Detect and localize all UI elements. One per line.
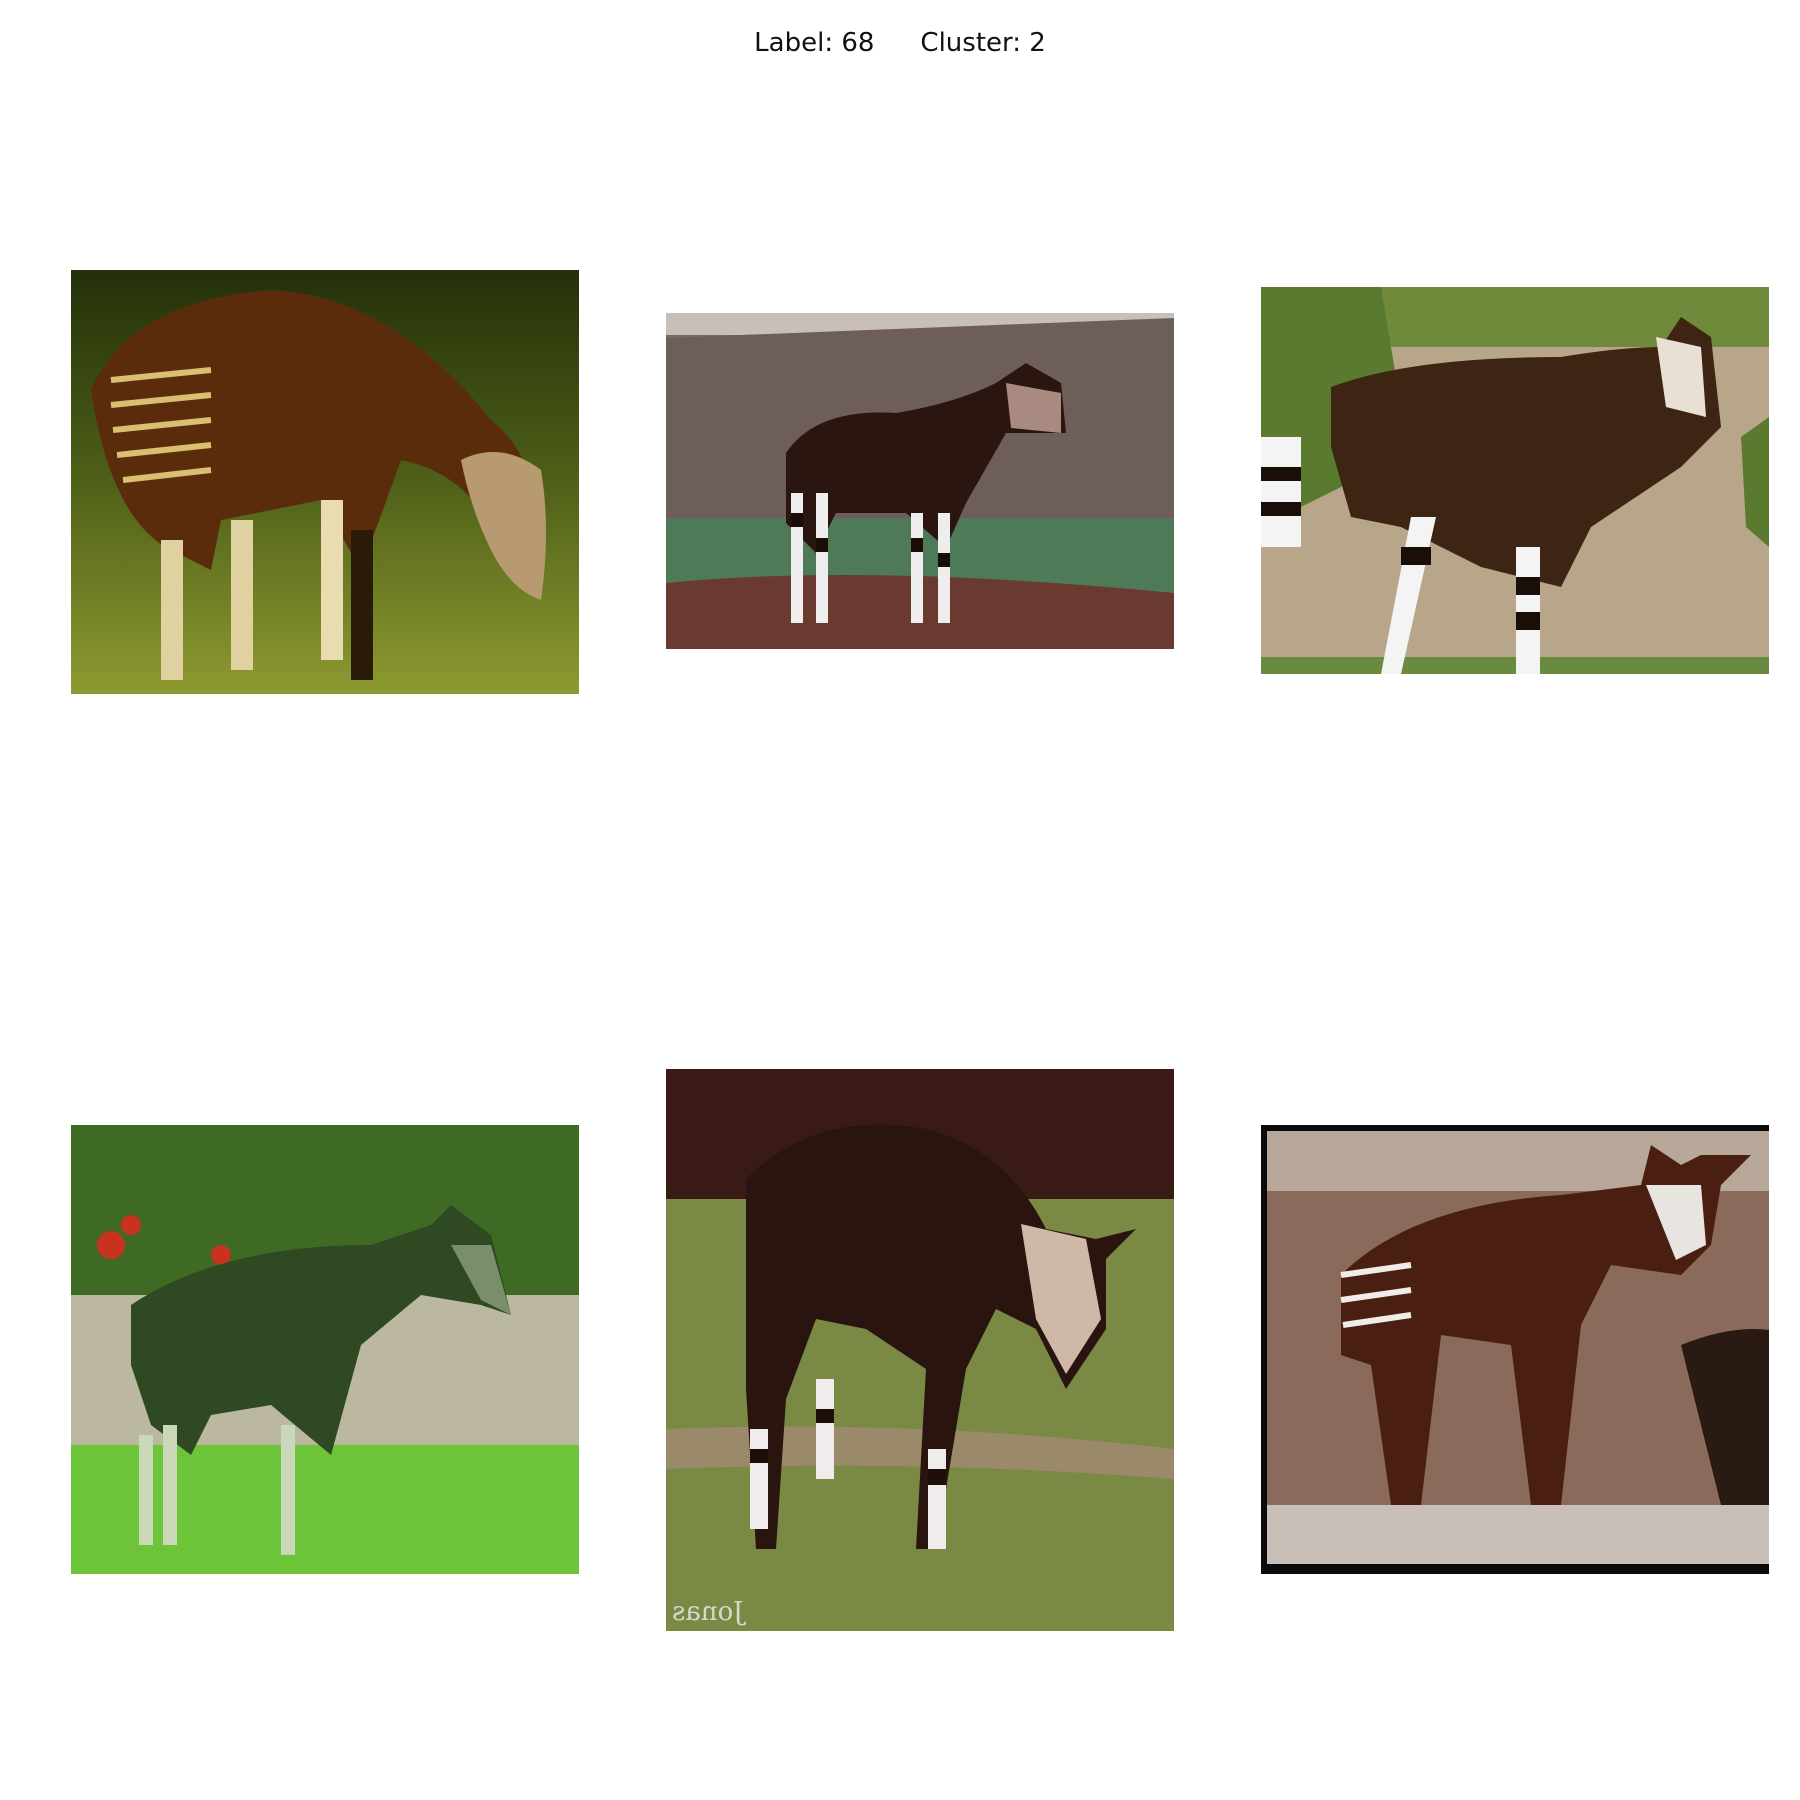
okapi-image-2: [666, 313, 1174, 649]
okapi-image-1: [71, 270, 579, 694]
cluster-text: Cluster: 2: [920, 28, 1046, 58]
okapi-image-5: Jonas: [666, 1069, 1174, 1631]
label-text: Label: 68: [754, 28, 875, 58]
okapi-image-6: [1261, 1125, 1769, 1574]
okapi-image-3: [1261, 287, 1769, 674]
okapi-image-4: [71, 1125, 579, 1574]
watermark-text: Jonas: [672, 1597, 744, 1627]
figure-title: Label: 68 Cluster: 2: [0, 28, 1800, 58]
